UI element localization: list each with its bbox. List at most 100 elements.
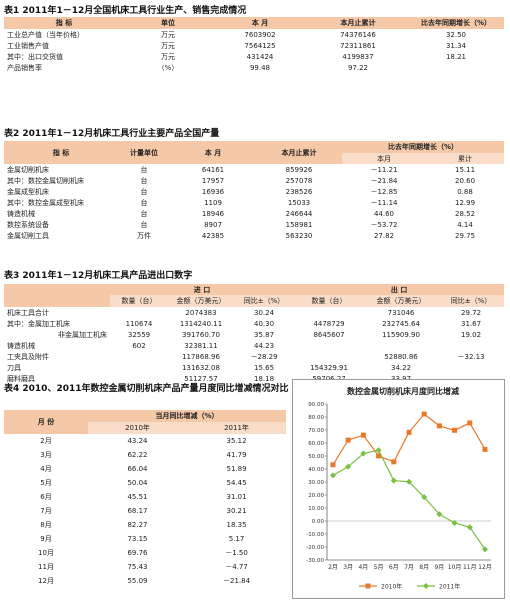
table-cell: 42385: [201, 231, 225, 240]
y-tick-label: 20.00: [308, 493, 324, 499]
data-point: [330, 462, 336, 468]
table-cell: 45.51: [127, 493, 148, 501]
table-cell: 18.35: [226, 521, 247, 529]
table-row: 金属切削机床 台 64161 859926 －11.21 15.11: [4, 164, 504, 175]
table-cell: 99.48: [249, 63, 271, 72]
chart-title: 数控金属切削机床月度同比增减: [347, 386, 459, 396]
table-cell: 27.82: [373, 231, 395, 240]
table-row: 非金属加工机床 32559 391760.70 35.87 8645607 11…: [4, 329, 504, 340]
table-cell: 68.17: [127, 507, 148, 515]
table3-header: 同比±（%）: [234, 295, 295, 307]
table-cell: 97.22: [347, 63, 369, 72]
table-cell: 75.43: [127, 563, 148, 571]
legend-marker: [365, 583, 371, 589]
table-cell: 17957: [201, 176, 225, 185]
table-cell: （%）: [157, 63, 179, 72]
table-cell: 4.14: [457, 220, 473, 229]
table-cell: 50.04: [127, 479, 148, 487]
table-cell: 44.23: [253, 341, 275, 350]
table-row: 刀具 131632.08 15.65 154329.91 34.22: [4, 362, 504, 373]
table-cell: 30.24: [253, 308, 275, 317]
line-chart: 数控金属切削机床月度同比增减 90.00 80.00 70.00 60.00 50.00…: [306, 386, 492, 591]
table-cell: 1109: [204, 198, 222, 207]
table-cell: 刀具: [7, 363, 21, 372]
table-cell: 台: [140, 165, 148, 174]
data-point: [376, 453, 382, 459]
table2: 指 标 计量单位 本 月 本月止累计 比去年同期增长（%） 本月 累计 金属切削…: [4, 141, 505, 241]
y-tick-label: 60.00: [308, 441, 324, 447]
x-tick-label: 5月: [374, 564, 384, 571]
table-cell: 3月: [40, 451, 52, 459]
legend-marker: [423, 583, 429, 589]
table-row: 9月 73.15 5.17: [4, 532, 286, 546]
table-cell: [364, 340, 438, 351]
data-point: [406, 478, 412, 485]
table-cell: 金属成型机床: [7, 187, 49, 196]
table-cell: [408, 62, 504, 73]
table1-header: 比去年同期增长（%）: [408, 17, 504, 29]
table-cell: 55.09: [127, 577, 148, 585]
table-cell: [294, 351, 364, 362]
table3: 进 口 出 口 数量（台） 金额（万美元） 同比±（%） 数量（台） 金额（万美…: [4, 284, 505, 384]
table-cell: 32.50: [445, 30, 467, 39]
data-point: [360, 432, 366, 438]
table-row: 3月 62.22 41.79: [4, 448, 286, 462]
table-cell: 158981: [285, 220, 313, 229]
table-cell: －21.84: [370, 176, 398, 185]
y-tick-label: 50.00: [308, 454, 324, 460]
table-row: 工业总产值（当年价格） 万元 7603902 74376146 32.50: [4, 29, 504, 40]
table-cell: 62.22: [127, 451, 148, 459]
x-tick-label: 10月: [448, 564, 462, 571]
table-cell: 台: [140, 209, 148, 218]
table-cell: 7月: [40, 507, 52, 515]
table-row: 7月 68.17 30.21: [4, 504, 286, 518]
legend-label: 2010年: [381, 583, 402, 591]
table-row: 工业销售产值 万元 7564125 72311861 31.34: [4, 40, 504, 51]
table-cell: 万元: [161, 41, 175, 50]
table2-caption: 表2 2011年1－12月机床工具行业主要产品全国产量: [4, 129, 220, 139]
table-cell: 19.02: [461, 330, 482, 339]
table4-header-year: 2010年: [88, 422, 187, 434]
table-cell: 51127.57: [184, 374, 218, 383]
data-point: [360, 450, 367, 457]
table-cell: 232745.64: [382, 319, 420, 328]
data-point: [466, 524, 473, 531]
y-tick-label: 40.00: [308, 467, 324, 473]
table-cell: 563230: [285, 231, 313, 240]
table-row: 12月 55.09 －21.84: [4, 574, 286, 588]
table-cell: 18.18: [253, 374, 275, 383]
table1-caption: 表1 2011年1－12月全国机床工具行业生产、销售完成情况: [4, 6, 247, 16]
table-cell: 6月: [40, 493, 52, 501]
table3-header: 同比±（%）: [438, 295, 505, 307]
table-cell: 12.99: [454, 198, 476, 207]
y-tick-label: -10.00: [306, 532, 324, 538]
table2-subheader: 本月: [342, 153, 426, 164]
line-chart-panel: 数控金属切削机床月度同比增减 90.00 80.00 70.00 60.00 50.00…: [292, 379, 505, 599]
data-point: [391, 459, 397, 465]
data-point: [345, 437, 351, 443]
table-cell: 工业总产值（当年价格）: [7, 30, 84, 39]
table-cell: 74376146: [340, 30, 376, 39]
table-cell: 工夹具及附件: [7, 352, 49, 361]
table-cell: 29.75: [454, 231, 476, 240]
table1-header: 指 标: [4, 17, 124, 29]
table-cell: －1.50: [225, 549, 248, 557]
table-cell: 9月: [40, 535, 52, 543]
table-cell: －53.72: [370, 220, 398, 229]
table-cell: 110674: [125, 319, 153, 328]
x-tick-label: 11月: [463, 564, 477, 571]
x-tick-label: 9月: [434, 564, 444, 571]
table-cell: 602: [132, 341, 146, 350]
table-cell: 数控系统设备: [7, 220, 49, 229]
table-cell: －12.85: [370, 187, 398, 196]
table-cell: 10月: [38, 549, 54, 557]
x-tick-label: 4月: [358, 564, 368, 571]
x-tick-label: 12月: [478, 564, 492, 571]
table-cell: 69.76: [127, 549, 148, 557]
table-cell: [110, 362, 168, 373]
data-point: [421, 411, 427, 417]
table-row: 产品销售率 （%） 99.48 97.22: [4, 62, 504, 73]
table-cell: 66.04: [127, 465, 148, 473]
table-row: 其中：金属加工机床 110674 1314240.11 40.30 447872…: [4, 318, 504, 329]
table-cell: 8907: [204, 220, 222, 229]
